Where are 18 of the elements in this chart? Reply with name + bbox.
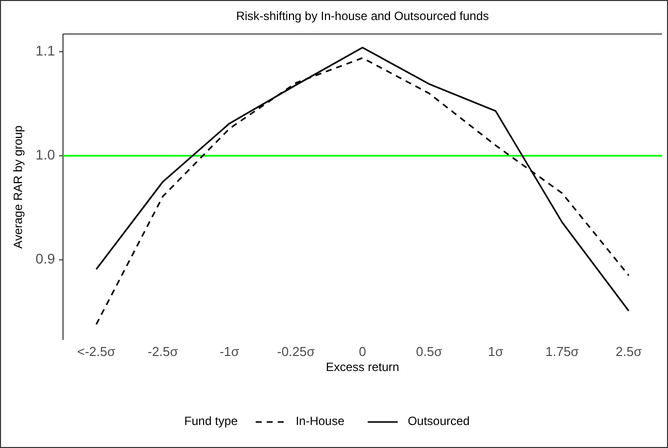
x-tick-label: 2.5σ bbox=[616, 344, 642, 359]
legend-label: Outsourced bbox=[408, 414, 470, 428]
x-tick-label: -0.25σ bbox=[277, 344, 315, 359]
x-tick-label: 0.5σ bbox=[416, 344, 442, 359]
y-tick-label: 0.9 bbox=[36, 250, 56, 267]
x-tick-label: -2.5σ bbox=[148, 344, 178, 359]
x-tick-label: 1σ bbox=[488, 344, 504, 359]
x-tick-label: 1.75σ bbox=[546, 344, 579, 359]
legend-label: In-House bbox=[296, 414, 345, 428]
legend-title: Fund type bbox=[184, 414, 238, 428]
x-tick-label: 0 bbox=[358, 344, 366, 359]
y-tick-label: 1.0 bbox=[36, 146, 56, 162]
x-tick-label: <-2.5σ bbox=[77, 344, 116, 359]
x-axis-title: Excess return bbox=[326, 360, 400, 374]
y-tick-label: 1.1 bbox=[36, 42, 56, 58]
y-axis-title: Average RAR by group bbox=[11, 125, 25, 249]
x-tick-label: -1σ bbox=[220, 344, 240, 359]
chart-title: Risk-shifting by In-house and Outsourced funds bbox=[236, 9, 489, 23]
